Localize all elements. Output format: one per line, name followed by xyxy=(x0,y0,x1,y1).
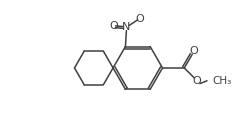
Text: N: N xyxy=(122,22,130,32)
Text: O: O xyxy=(190,46,199,56)
Text: O: O xyxy=(193,76,201,86)
Text: O: O xyxy=(135,14,144,24)
Text: O: O xyxy=(109,21,118,31)
Text: CH₃: CH₃ xyxy=(212,76,231,86)
